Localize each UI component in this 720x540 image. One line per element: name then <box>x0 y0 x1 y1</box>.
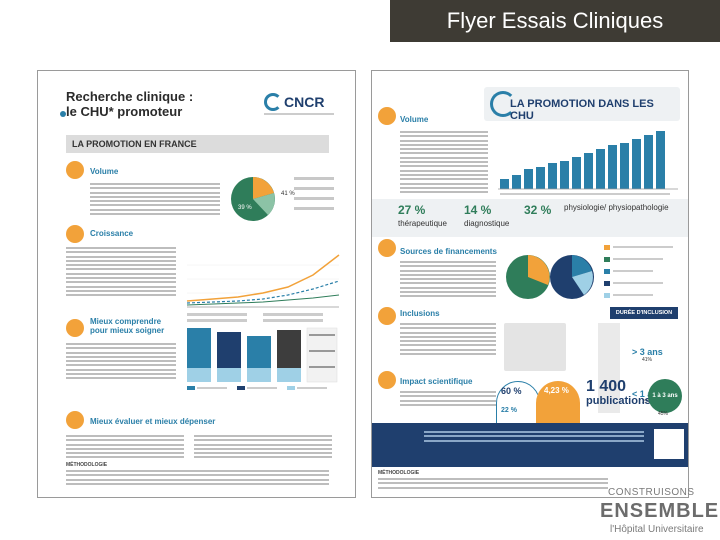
qr-code <box>654 429 684 459</box>
financements-icon <box>378 239 396 257</box>
duration-1-3: 1 à 3 ans <box>652 393 678 399</box>
inclusions-image <box>504 323 566 371</box>
financements-title: Sources de financements <box>400 247 497 256</box>
volume-icon <box>66 161 84 179</box>
stat-value-3: 32 % <box>524 203 552 217</box>
inclusion-duration-badge: DURÉE D'INCLUSION <box>610 307 678 319</box>
comprendre-bar-chart <box>187 327 338 390</box>
duration-1-3-circle: 1 à 3 ans <box>648 379 682 413</box>
comprendre-title: Mieux comprendre pour mieux soigner <box>90 317 165 335</box>
impact-icon <box>378 371 396 389</box>
publications-block: 1 400 publications <box>586 378 651 408</box>
right-methodology: MÉTHODOLOGIE <box>378 471 608 491</box>
left-flyer-page: Recherche clinique : le CHU* promoteur C… <box>37 70 356 498</box>
pie-label-39: 39 % <box>238 205 252 211</box>
stat-label-2: diagnostique <box>464 219 510 228</box>
duration-gt-3-pct: 41% <box>642 357 653 363</box>
left-methodology-heading: MÉTHODOLOGIE <box>66 462 108 468</box>
volume-text <box>90 183 220 217</box>
right-header-box: LA PROMOTION DANS LES CHU <box>484 87 680 122</box>
volume-title: Volume <box>90 167 119 176</box>
croissance-title: Croissance <box>90 229 134 238</box>
right-header: LA PROMOTION DANS LES CHU <box>510 98 654 122</box>
inclusions-icon <box>378 307 396 325</box>
comprendre-text <box>66 343 176 382</box>
duration-1-3-pct: 45% <box>658 411 669 417</box>
evaluer-text-col1 <box>66 435 184 461</box>
title-line-1: Recherche clinique : <box>66 89 194 104</box>
evaluer-text-col2 <box>194 435 332 461</box>
publications-value: 1 400 <box>586 378 627 395</box>
impact-text <box>400 391 496 408</box>
left-title: Recherche clinique : le CHU* promoteur <box>66 89 193 119</box>
slide-title: Flyer Essais Cliniques <box>390 0 720 42</box>
brand-line-3: l'Hôpital Universitaire <box>610 524 704 535</box>
impact-pct-423: 4,23 % <box>544 386 569 395</box>
comprendre-icon <box>66 319 84 337</box>
stat-label-3: physiologie/ physiopathologie <box>564 203 669 212</box>
stats-strip: 27 % thérapeutique 14 % diagnostique 32 … <box>372 199 688 237</box>
stat-value-2: 14 % <box>464 203 492 217</box>
right-banner <box>372 423 688 467</box>
stat-label-1: thérapeutique <box>398 219 447 228</box>
inclusions-text <box>400 323 496 357</box>
impact-pct-22: 22 % <box>501 407 517 414</box>
duration-gt-3: > 3 ans <box>632 347 663 357</box>
croissance-text <box>66 247 176 299</box>
inclusions-title: Inclusions <box>400 309 440 318</box>
evaluer-icon <box>66 411 84 429</box>
hourglass-graphic <box>598 323 620 413</box>
croissance-icon <box>66 225 84 243</box>
croissance-line-chart <box>186 254 340 322</box>
right-volume-title: Volume <box>400 115 429 124</box>
evaluer-title: Mieux évaluer et mieux dépenser <box>90 417 216 426</box>
financements-text <box>400 261 496 300</box>
right-flyer-page: LA PROMOTION DANS LES CHU Volume 27 % th… <box>371 70 689 498</box>
right-methodology-heading: MÉTHODOLOGIE <box>378 470 420 476</box>
title-line-2: le CHU* promoteur <box>66 104 183 119</box>
brand-line-2: ENSEMBLE <box>600 500 720 522</box>
cncr-logo-text: CNCR <box>284 94 325 110</box>
bullet-dot <box>60 111 66 117</box>
duration-lt-1: < 1 an <box>632 389 658 399</box>
impact-pct-60: 60 % <box>501 386 522 396</box>
brand-line-1: CONSTRUISONS <box>608 487 695 498</box>
volume-pie-chart: 39 % 41 % <box>231 177 334 221</box>
impact-pill-graphic: 60 % 22 % 4,23 % <box>496 381 582 431</box>
pie-label-41: 41 % <box>281 191 295 197</box>
cncr-logo-icon <box>264 93 282 111</box>
duration-lt-1-pct: 23% <box>642 399 653 405</box>
section-bar: LA PROMOTION EN FRANCE <box>66 135 329 153</box>
cncr-logo: CNCR <box>264 91 334 119</box>
stat-value-1: 27 % <box>398 203 426 217</box>
impact-title: Impact scientifique <box>400 377 473 386</box>
publications-label: publications <box>586 395 651 407</box>
right-volume-text <box>400 131 488 195</box>
left-methodology: MÉTHODOLOGIE <box>66 463 329 487</box>
financements-donut-charts <box>506 245 673 299</box>
right-volume-icon <box>378 107 396 125</box>
right-volume-bar-chart <box>498 131 678 195</box>
